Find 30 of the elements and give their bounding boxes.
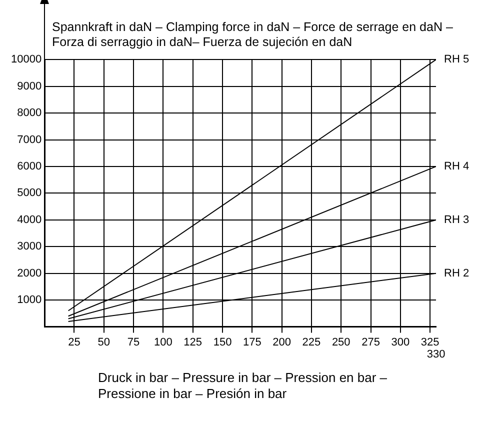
y-tick-label: 10000 <box>10 54 42 66</box>
chart-title: Spannkraft in daN – Clamping force in daN – Force de serrage en daN – Forza di serraggio in daN– Fuerza de sujeción en daN <box>51 19 454 50</box>
y-tick-label: 5000 <box>17 187 42 200</box>
x-tick-label: 150 <box>213 336 232 348</box>
x-tick-label: 25 <box>68 336 80 348</box>
y-tick-label: 2000 <box>17 267 42 280</box>
y-tick-label: 3000 <box>17 240 42 253</box>
x-tick-label: 225 <box>302 336 321 348</box>
x-tick-label: 75 <box>127 336 140 348</box>
y-tick-label: 4000 <box>17 214 42 226</box>
x-tick-label: 275 <box>362 336 380 348</box>
x-tick-label: 325 <box>420 336 440 348</box>
y-tick-label: 9000 <box>17 80 42 92</box>
x-axis-title: Druck in bar – Pressure in bar – Pression en bar – Pressione in bar – Presión in bar <box>97 370 388 402</box>
x-tick-label: 100 <box>154 336 172 348</box>
x-tick-label: 300 <box>391 336 410 348</box>
series-label: RH 5 <box>444 54 470 66</box>
text: 330 <box>426 348 446 360</box>
series-label: RH 2 <box>444 267 470 280</box>
x-tick-label: 175 <box>242 336 262 348</box>
series-label: RH 3 <box>444 214 470 226</box>
x-tick-label: 50 <box>98 336 110 348</box>
x-tick-label: 250 <box>332 336 350 348</box>
x-tick-label: 125 <box>184 336 202 348</box>
series-label: RH 4 <box>444 160 470 173</box>
x-tick-label: 200 <box>272 336 291 348</box>
y-tick-label: 6000 <box>17 160 42 173</box>
y-tick-label: 1000 <box>17 294 42 306</box>
y-tick-label: 7000 <box>17 134 42 146</box>
y-tick-label: 8000 <box>17 107 42 120</box>
